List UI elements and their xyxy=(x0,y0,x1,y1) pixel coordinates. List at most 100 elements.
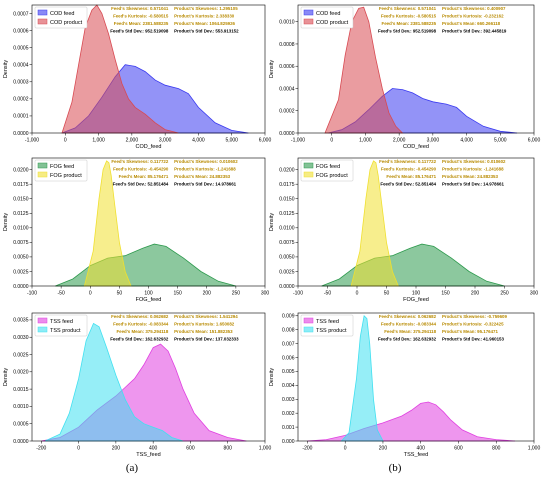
y-axis-label: Density xyxy=(269,213,275,232)
feed-stat-text: Feed's Std Dev.: 52.851484 xyxy=(380,182,436,187)
y-axis-label: Density xyxy=(269,60,275,79)
product-stat-text: Product's Std Dev.: 553.913152 xyxy=(174,29,239,34)
feed-stat-text: Feed's Kurtosis: -0.580515 xyxy=(381,14,437,19)
legend: FOG feed FOG product xyxy=(300,159,354,182)
y-tick-label: 0.0030 xyxy=(13,335,29,341)
y-tick-label: 0.0100 xyxy=(13,226,29,232)
legend-label: COD feed xyxy=(316,11,340,17)
x-tick-label: -100 xyxy=(27,291,37,297)
legend-swatch xyxy=(303,18,314,25)
product-stat-text: Product's Mean: 1064.825926 xyxy=(174,21,235,26)
x-tick-label: 100 xyxy=(412,291,421,297)
feed-stat-text: Feed's Skewness: 0.062682 xyxy=(111,314,169,319)
feed-stat-text: Feed's Mean: 375.294118 xyxy=(116,329,168,334)
series-area-1 xyxy=(321,243,505,287)
legend: COD feed COD product xyxy=(34,6,88,29)
y-tick-label: 0.005 xyxy=(282,369,295,375)
legend-label: FOG product xyxy=(316,173,348,179)
series-area-2 xyxy=(350,160,399,287)
x-tick-label: 200 xyxy=(379,446,388,452)
y-tick-label: 0.0125 xyxy=(279,211,295,217)
y-tick-label: 0.0175 xyxy=(13,182,29,188)
legend-label: TSS product xyxy=(50,328,81,334)
y-tick-label: 0.007 xyxy=(282,341,295,347)
x-tick-label: 4,000 xyxy=(192,138,205,144)
feed-stat-text: Feed's Mean: 85.176471 xyxy=(386,174,436,179)
x-axis-label: TSS_feed xyxy=(136,452,160,458)
y-tick-label: 0.006 xyxy=(282,355,295,361)
legend-label: COD feed xyxy=(50,11,74,17)
y-tick-label: 0.008 xyxy=(282,327,295,333)
product-stat-text: Product's Mean: 24.882353 xyxy=(442,174,499,179)
x-tick-label: -1,000 xyxy=(291,138,305,144)
legend-box xyxy=(34,159,88,182)
x-tick-label: 250 xyxy=(500,291,509,297)
feed-stat-text: Feed's Skewness: 0.062682 xyxy=(379,314,437,319)
feed-stat-text: Feed's Kurtosis: -0.580515 xyxy=(113,14,169,19)
legend-swatch xyxy=(37,18,48,25)
legend-swatch xyxy=(37,171,48,178)
product-stat-text: Product's Kurtosis: -1.241688 xyxy=(174,167,236,172)
caption-a: (a) xyxy=(125,462,139,474)
feed-stat-text: Feed's Kurtosis: -0.454290 xyxy=(113,167,169,172)
y-tick-label: 0.0000 xyxy=(279,131,295,137)
legend-swatch xyxy=(37,9,48,16)
x-tick-label: 1,000 xyxy=(528,446,541,452)
feed-stat-text: Feed's Mean: 375.294118 xyxy=(384,329,436,334)
legend-label: FOG product xyxy=(50,173,82,179)
chart-panel-5: -200 0 200 400 600 800 1,000 0.0000 0.0005 0.0010… xyxy=(3,312,272,458)
y-tick-label: 0.0200 xyxy=(279,167,295,173)
y-tick-label: 0.004 xyxy=(282,383,295,389)
y-tick-label: 0.0000 xyxy=(279,284,295,290)
product-stat-text: Product's Std Dev.: 137.032333 xyxy=(174,337,239,342)
product-stat-text: Product's Skewness: 0.400907 xyxy=(442,6,506,11)
x-tick-label: 0 xyxy=(77,446,80,452)
x-tick-label: 1,000 xyxy=(259,446,272,452)
product-stat-text: Product's Mean: 95.176471 xyxy=(442,329,499,334)
x-axis-label: COD_feed xyxy=(136,144,162,150)
legend: FOG feed FOG product xyxy=(34,159,88,182)
legend-label: FOG feed xyxy=(316,164,340,170)
plot-frame xyxy=(297,4,535,134)
y-tick-label: 0.0000 xyxy=(13,284,29,290)
x-tick-label: 3,000 xyxy=(159,138,172,144)
product-stat-text: Product's Mean: 151.882353 xyxy=(174,329,233,334)
y-tick-label: 0.0050 xyxy=(279,255,295,261)
y-tick-label: 0.0025 xyxy=(279,269,295,275)
series-area-2 xyxy=(83,160,132,287)
series-area-1 xyxy=(307,401,516,442)
x-tick-label: 1,000 xyxy=(92,138,105,144)
x-tick-label: 600 xyxy=(186,446,195,452)
x-tick-label: 150 xyxy=(441,291,450,297)
y-tick-label: 0.0075 xyxy=(13,240,29,246)
plot-frame xyxy=(31,4,266,134)
y-tick-label: 0.0006 xyxy=(13,28,29,34)
x-tick-label: 6,000 xyxy=(528,138,541,144)
x-tick-label: 400 xyxy=(149,446,158,452)
y-tick-label: 0.0015 xyxy=(13,387,29,393)
x-tick-label: 5,000 xyxy=(225,138,238,144)
y-tick-label: 0.0150 xyxy=(13,197,29,203)
x-tick-label: 400 xyxy=(417,446,426,452)
x-tick-label: 50 xyxy=(117,291,123,297)
legend-box xyxy=(34,314,88,337)
x-tick-label: 300 xyxy=(530,291,539,297)
x-tick-label: 100 xyxy=(144,291,153,297)
y-tick-label: 0.0075 xyxy=(279,240,295,246)
plot-frame xyxy=(297,312,535,442)
y-tick-label: 0.0100 xyxy=(279,226,295,232)
legend-label: FOG feed xyxy=(50,164,74,170)
product-stat-text: Product's Skewness: 0.010602 xyxy=(174,159,238,164)
x-axis-label: FOG_feed xyxy=(136,297,162,303)
y-tick-label: 0.0025 xyxy=(13,352,29,358)
feed-stat-text: Feed's Kurtosis: -0.454290 xyxy=(381,167,437,172)
x-tick-label: 0 xyxy=(64,138,67,144)
x-tick-label: 0 xyxy=(330,138,333,144)
feed-stat-text: Feed's Skewness: 0.571041 xyxy=(379,6,437,11)
caption-b: (b) xyxy=(388,462,402,474)
x-tick-label: 300 xyxy=(261,291,270,297)
y-tick-label: 0.009 xyxy=(282,314,295,320)
legend-box xyxy=(300,314,354,337)
x-tick-label: 5,000 xyxy=(494,138,507,144)
y-tick-label: 0.0035 xyxy=(13,318,29,324)
